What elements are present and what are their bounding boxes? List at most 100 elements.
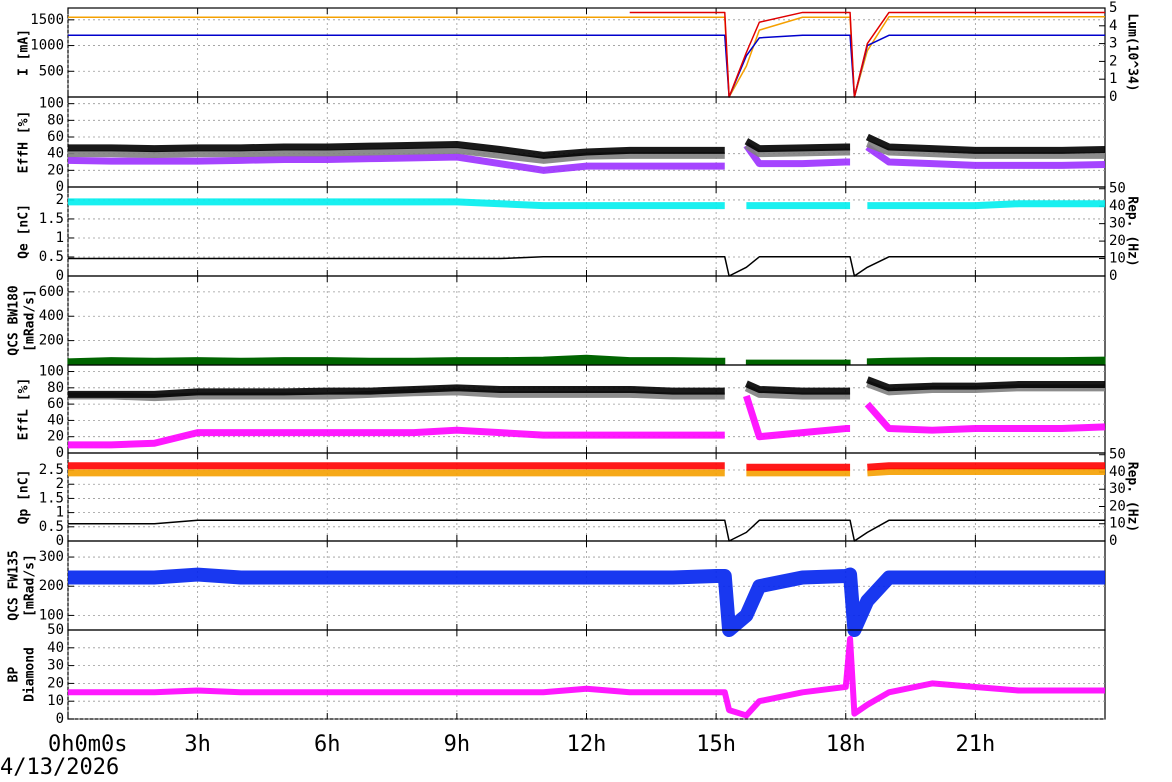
y-tick-label: 200	[39, 333, 64, 349]
y-tick-label: 40	[47, 146, 64, 162]
y-tick-label: 60	[47, 396, 64, 412]
y-axis-label: QCS BW180	[7, 285, 22, 356]
y-tick-label: 1500	[30, 12, 64, 28]
series-line	[864, 401, 1106, 434]
series-line	[866, 376, 1105, 392]
y2-tick-label: 0	[1109, 268, 1117, 284]
y2-tick-label: 2	[1109, 53, 1117, 69]
y2-tick-label: 20	[1109, 233, 1126, 249]
series-line	[867, 467, 1105, 477]
y2-tick-label: 20	[1109, 498, 1126, 514]
y-tick-label: 20	[47, 429, 64, 445]
x-tick-label: 12h	[567, 732, 607, 757]
y-tick-label: 20	[47, 675, 64, 691]
y2-tick-label: 10	[1109, 516, 1126, 532]
y2-axis-label: Rep. (Hz)	[1125, 462, 1140, 532]
y-axis-label: Qe [nC]	[17, 204, 32, 259]
series-line	[68, 34, 1105, 98]
y-tick-label: 40	[47, 640, 64, 656]
y-axis-label: Qp [nC]	[17, 470, 32, 525]
series-line	[68, 256, 1105, 277]
y2-tick-label: 50	[1109, 447, 1126, 463]
y-tick-label: 2.5	[39, 462, 64, 478]
series-line	[867, 462, 1105, 471]
y-tick-label: 100	[39, 364, 64, 380]
series-line	[865, 144, 1106, 169]
y-axis-label: BP	[7, 667, 22, 683]
y-axis-label: [mRad/s]	[23, 289, 38, 352]
series-line	[744, 138, 851, 153]
y-tick-label: 400	[39, 308, 64, 324]
series-line	[744, 380, 851, 395]
y2-tick-label: 5	[1109, 0, 1117, 16]
y-tick-label: 0.5	[39, 249, 64, 265]
y-tick-label: 0	[56, 533, 64, 549]
series-line	[68, 384, 725, 398]
y-tick-label: 2	[56, 192, 64, 208]
series-line	[68, 198, 725, 210]
y2-axis-label: Rep. (Hz)	[1125, 196, 1140, 266]
x-tick-label: 21h	[956, 732, 996, 757]
series-line	[865, 133, 1106, 154]
y-tick-label: 1000	[30, 38, 64, 54]
x-tick-label: 18h	[826, 732, 866, 757]
y-tick-label: 40	[47, 412, 64, 428]
y-axis-label: [mRad/s]	[23, 554, 38, 617]
y-axis-label: Diamond	[23, 647, 38, 702]
series-line	[68, 146, 725, 164]
series-line	[867, 200, 1105, 210]
y-tick-label: 500	[39, 63, 64, 79]
y-tick-label: 200	[39, 578, 64, 594]
series-line	[866, 140, 1105, 159]
y2-tick-label: 0	[1109, 89, 1117, 105]
y-tick-label: 1	[56, 505, 64, 521]
series-line	[743, 394, 851, 441]
series-line	[67, 153, 725, 174]
area	[866, 356, 1106, 366]
y-tick-label: 1.5	[39, 211, 64, 227]
y-axis-label: EffH [%]	[17, 111, 32, 174]
y2-axis-label: Lum(10^34)	[1125, 13, 1140, 91]
y2-tick-label: 40	[1109, 198, 1126, 214]
series-line	[68, 15, 1105, 98]
y-tick-label: 10	[47, 693, 64, 709]
y-tick-label: 0	[56, 711, 64, 727]
area	[67, 354, 726, 366]
y2-tick-label: 10	[1109, 251, 1126, 267]
x-tick-label: 6h	[314, 732, 341, 757]
y-axis-label: I [mA]	[17, 29, 32, 76]
y-tick-label: 0.5	[39, 519, 64, 535]
y-tick-label: 80	[47, 112, 64, 128]
y-tick-label: 0	[56, 268, 64, 284]
y-tick-label: 0	[56, 179, 64, 195]
y-tick-label: 60	[47, 129, 64, 145]
y-axis-label: EffL [%]	[17, 378, 32, 441]
y2-tick-label: 30	[1109, 481, 1126, 497]
y-tick-label: 1.5	[39, 490, 64, 506]
series-line	[743, 143, 851, 168]
y-tick-label: 0	[56, 445, 64, 461]
series-line	[68, 635, 1105, 719]
series-line	[744, 384, 851, 400]
x-tick-label: 0h0m0s	[48, 732, 127, 757]
y-tick-label: 600	[39, 284, 64, 300]
y2-tick-label: 4	[1109, 18, 1117, 34]
y-axis-label: QCS FW135	[7, 550, 22, 620]
y-tick-label: 100	[39, 96, 64, 112]
y2-tick-label: 0	[1109, 533, 1117, 549]
series-line	[68, 519, 1105, 542]
x-tick-label: 15h	[696, 732, 736, 757]
series-line	[744, 142, 851, 158]
y2-tick-label: 50	[1109, 181, 1126, 197]
y2-tick-label: 40	[1109, 464, 1126, 480]
series-line	[68, 567, 1105, 637]
date-label: 4/13/2026	[0, 755, 119, 780]
series-line	[68, 141, 725, 159]
series-line	[629, 11, 1105, 98]
y2-tick-label: 30	[1109, 216, 1126, 232]
y-tick-label: 50	[47, 622, 64, 638]
y2-tick-label: 1	[1109, 71, 1117, 87]
y2-tick-label: 3	[1109, 36, 1117, 52]
y-tick-label: 100	[39, 607, 64, 623]
